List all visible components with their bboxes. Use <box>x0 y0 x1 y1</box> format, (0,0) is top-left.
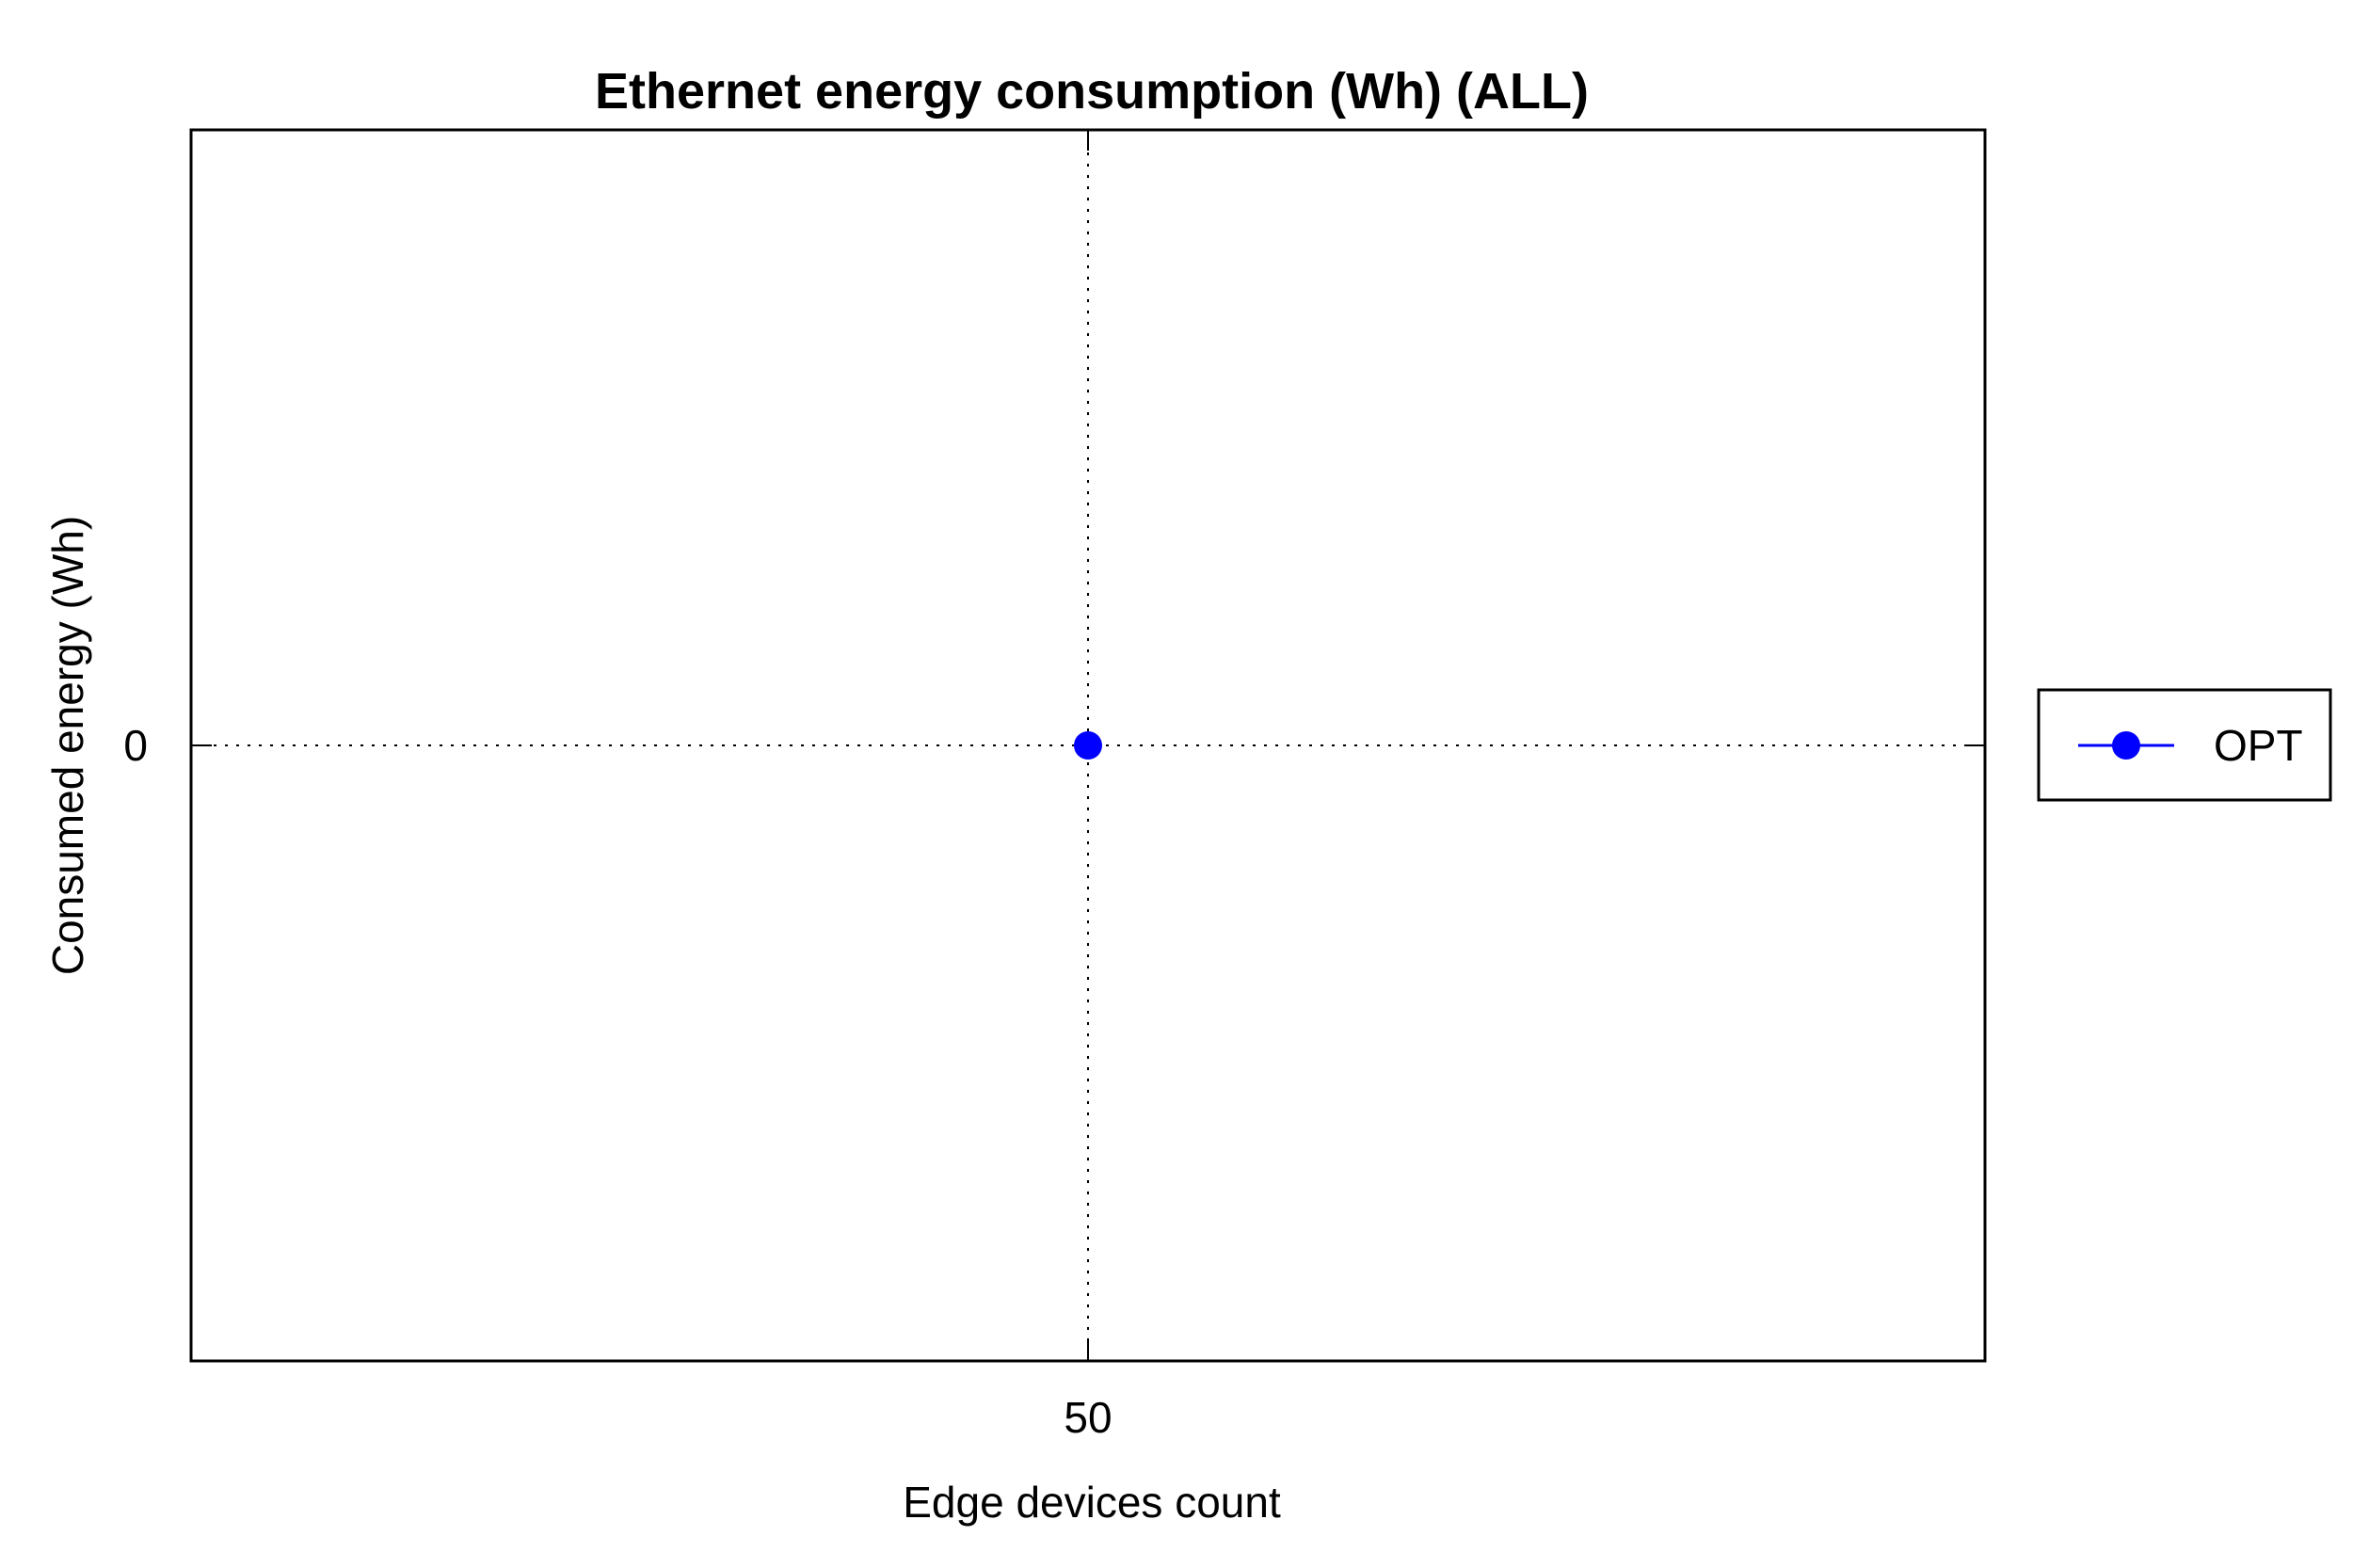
series-layer <box>1074 731 1102 760</box>
legend: OPT <box>2037 688 2332 802</box>
y-axis-label: Consumed energy (Wh) <box>43 516 92 975</box>
grid-lines <box>191 130 1985 1361</box>
x-tick-label: 50 <box>1064 1393 1112 1442</box>
chart-title: Ethernet energy consumption (Wh) (ALL) <box>595 63 1589 120</box>
x-axis-label: Edge devices count <box>903 1478 1281 1527</box>
axis-ticks: 50 0 <box>123 130 1985 1442</box>
y-tick-label: 0 <box>123 721 148 770</box>
legend-marker-opt <box>2112 731 2140 760</box>
legend-label-opt: OPT <box>2214 721 2303 770</box>
data-point-opt <box>1074 731 1102 760</box>
